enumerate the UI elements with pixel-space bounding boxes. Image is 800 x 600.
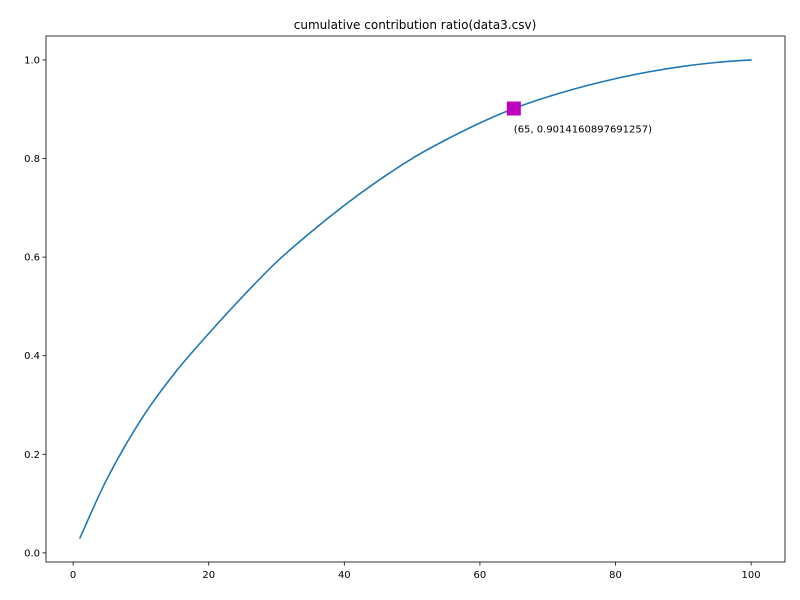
y-tick-label: 1.0 <box>24 55 40 66</box>
x-tick-label: 60 <box>474 570 487 581</box>
y-tick-label: 0.0 <box>24 548 40 559</box>
y-tick-label: 0.6 <box>24 253 40 264</box>
x-tick-label: 40 <box>338 570 351 581</box>
series-line <box>79 59 752 539</box>
y-tick-label: 0.2 <box>24 450 40 461</box>
highlight-point <box>506 101 521 116</box>
axes-frame <box>45 35 786 563</box>
y-tick-label: 0.4 <box>24 351 40 362</box>
y-tick-label: 0.8 <box>24 154 40 165</box>
x-tick-label: 80 <box>609 570 622 581</box>
highlight-annotation: (65, 0.9014160897691257) <box>514 125 652 136</box>
x-tick-label: 100 <box>742 570 761 581</box>
chart-title: cumulative contribution ratio(data3.csv) <box>294 18 537 32</box>
x-tick-label: 0 <box>70 570 76 581</box>
x-tick-label: 20 <box>202 570 215 581</box>
plot-area: 0 20 40 60 80 100 0.0 0.2 0.4 0.6 0.8 1.0 (65, 0.901… <box>24 35 786 581</box>
